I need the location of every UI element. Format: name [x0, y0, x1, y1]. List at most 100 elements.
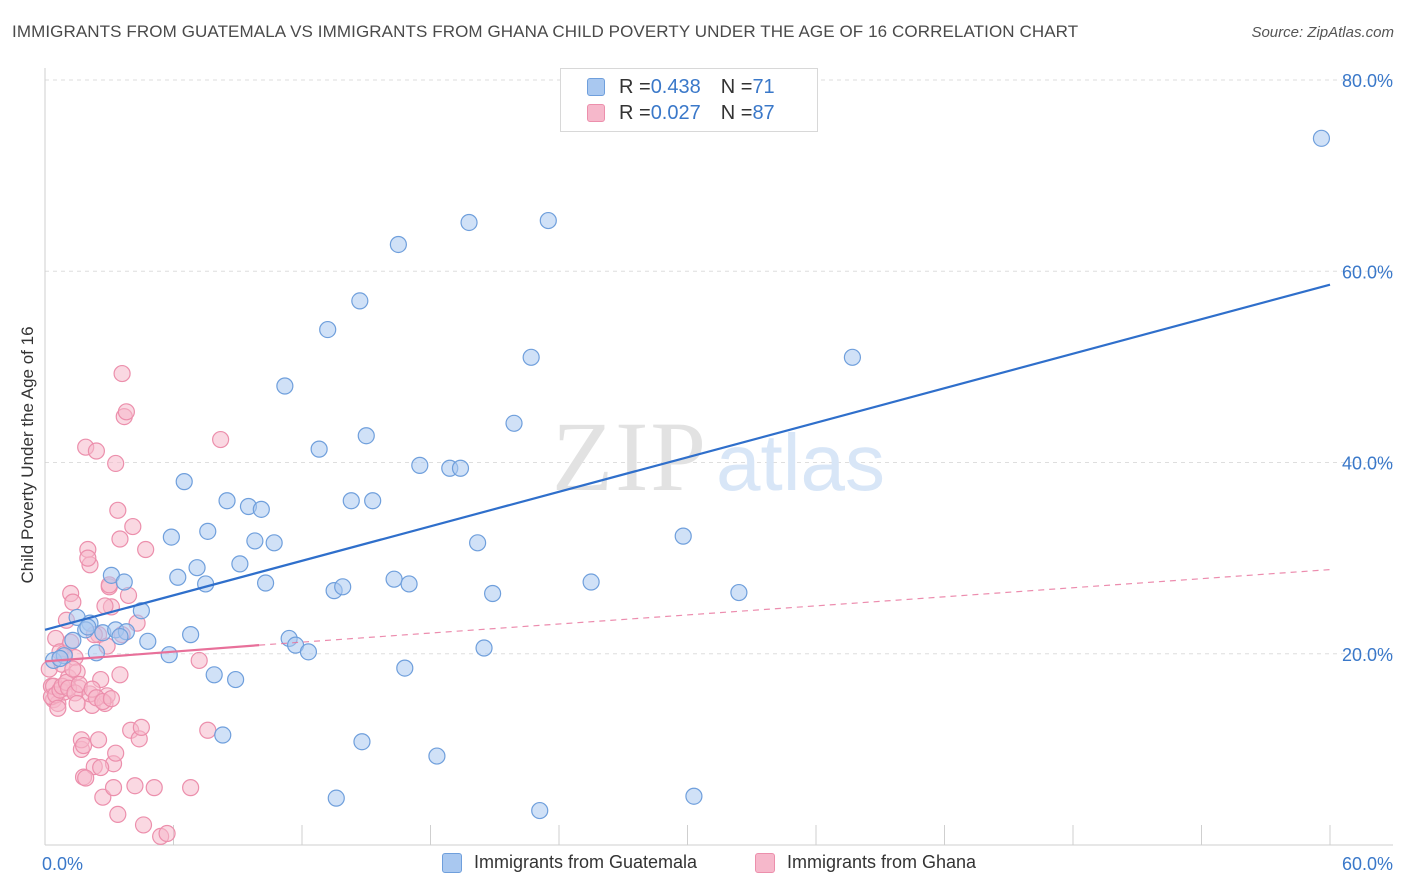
guatemala-point [411, 456, 429, 474]
guatemala-point [674, 527, 692, 545]
guatemala-point [353, 733, 371, 751]
guatemala-point [276, 377, 294, 395]
guatemala-point [342, 492, 360, 510]
guatemala-point [475, 639, 493, 657]
ghana-point [89, 731, 108, 749]
guatemala-point [252, 500, 270, 518]
guatemala-point [385, 570, 403, 588]
ghana-point [158, 824, 176, 843]
guatemala-point [199, 522, 217, 540]
guatemala-point [327, 789, 345, 807]
n-value: 71 [752, 75, 775, 98]
guatemala-point [162, 528, 180, 546]
guatemala-point [218, 492, 236, 510]
ghana-point [137, 540, 155, 559]
n-value: 87 [752, 101, 775, 124]
guatemala-point [357, 427, 375, 445]
guatemala-point [256, 574, 275, 592]
guatemala-point [531, 801, 549, 820]
guatemala-point [310, 440, 328, 458]
x-tick-label: 0.0% [42, 854, 83, 874]
ghana-swatch [587, 104, 605, 122]
ghana-trend-line [44, 644, 260, 663]
guatemala-point [539, 211, 557, 230]
grid-lines [45, 79, 1393, 655]
source-label: Source: ZipAtlas.com [1251, 24, 1394, 41]
guatemala-point [197, 575, 215, 593]
ghana-point [132, 718, 150, 736]
ghana-point [104, 779, 123, 797]
guatemala-point [169, 568, 187, 586]
chart-title: IMMIGRANTS FROM GUATEMALA VS IMMIGRANTS … [12, 22, 1079, 41]
legend-item-ghana[interactable]: Immigrants from Ghana [755, 852, 976, 873]
n-label: N = [720, 75, 753, 98]
ghana-point [64, 660, 82, 678]
legend-item-guatemala[interactable]: Immigrants from Guatemala [442, 852, 697, 873]
ghana-point [111, 530, 129, 548]
guatemala-point [522, 348, 540, 366]
y-axis-label: Child Poverty Under the Age of 16 [18, 326, 37, 583]
guatemala-point [843, 348, 862, 366]
ghana-point [107, 454, 125, 473]
ghana-point [190, 651, 208, 670]
trend-lines [44, 283, 1331, 663]
guatemala-swatch [587, 78, 605, 96]
ghana-point [113, 364, 131, 383]
ghana-point [126, 777, 144, 795]
guatemala-point [160, 646, 178, 664]
n-label: N = [720, 101, 753, 124]
r-label: R = [619, 101, 651, 124]
guatemala-point [132, 602, 150, 620]
guatemala-point [334, 578, 352, 596]
ghana-point [182, 779, 200, 797]
ghana-point [64, 593, 82, 611]
ghana-point [87, 442, 106, 460]
ghana-point [107, 744, 125, 762]
ghana-point [102, 690, 120, 708]
guatemala-point [469, 534, 487, 552]
ghana-point [92, 758, 110, 777]
guatemala-point [214, 726, 232, 744]
ghana-point [145, 779, 163, 797]
guatemala-trend-line [44, 283, 1331, 631]
watermark-zip: ZIP [552, 401, 708, 512]
legend-label-guatemala: Immigrants from Guatemala [474, 852, 698, 872]
y-tick-label: 60.0% [1342, 262, 1393, 282]
watermark-atlas: atlas [716, 418, 885, 507]
stats-row-ghana: R = 0.027 N = 87 [587, 100, 775, 126]
ghana-point [79, 549, 97, 567]
guatemala-point [231, 555, 249, 573]
axes [44, 68, 1393, 846]
stats-legend: R = 0.438 N = 71 R = 0.027 N = 87 [560, 68, 818, 132]
guatemala-point [115, 573, 133, 591]
guatemala-point [400, 575, 418, 593]
guatemala-point [51, 649, 69, 668]
guatemala-point [139, 632, 157, 650]
x-tick-label: 60.0% [1342, 854, 1393, 874]
guatemala-point [582, 573, 600, 591]
ghana-point [109, 501, 127, 519]
guatemala-point [111, 627, 129, 646]
r-value: 0.438 [650, 75, 701, 98]
stats-row-guatemala: R = 0.438 N = 71 [587, 74, 775, 100]
watermark: ZIP atlas [552, 401, 885, 512]
guatemala-point [227, 670, 245, 689]
guatemala-point [188, 559, 206, 577]
ghana-point [49, 699, 67, 717]
guatemala-point [364, 492, 382, 510]
guatemala-point [730, 583, 748, 602]
guatemala-point [246, 532, 264, 550]
guatemala-point [389, 235, 407, 254]
guatemala-point [182, 626, 200, 644]
guatemala-legend-swatch [442, 852, 462, 873]
guatemala-point [484, 584, 502, 603]
ghana-point [124, 517, 142, 536]
ghana-point [68, 694, 86, 713]
tick-labels: 20.0% 40.0% 60.0% 80.0% 0.0% 60.0% [42, 71, 1393, 874]
legend-label-ghana: Immigrants from Ghana [787, 852, 977, 872]
y-tick-label: 20.0% [1342, 645, 1393, 665]
ghana-legend-swatch [755, 852, 775, 873]
guatemala-point [205, 666, 223, 684]
ghana-point [109, 805, 127, 824]
